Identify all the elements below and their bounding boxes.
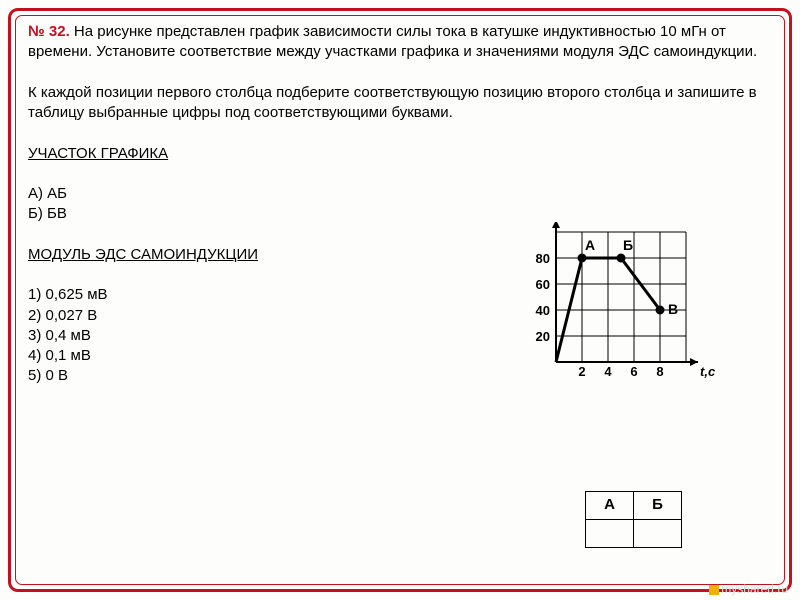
svg-text:6: 6: [630, 364, 637, 379]
svg-text:40: 40: [536, 303, 550, 318]
svg-text:А: А: [585, 237, 595, 253]
svg-text:60: 60: [536, 277, 550, 292]
problem-text: На рисунке представлен график зависимост…: [28, 23, 757, 60]
svg-text:t,c: t,c: [700, 364, 716, 379]
answer-col-a-header: А: [586, 492, 634, 520]
problem-paragraph: № 32. На рисунке представлен график зави…: [28, 22, 772, 63]
option-a: А) АБ: [28, 184, 772, 204]
svg-text:20: 20: [536, 329, 550, 344]
svg-text:4: 4: [604, 364, 612, 379]
line-chart: 246820406080I, мАt,cАБВ: [512, 222, 742, 382]
section-heading-segments: УЧАСТОК ГРАФИКА: [28, 144, 772, 164]
answer-cell-a: [586, 520, 634, 548]
svg-text:2: 2: [578, 364, 585, 379]
slide-content: № 32. На рисунке представлен график зави…: [28, 22, 772, 578]
svg-text:80: 80: [536, 251, 550, 266]
svg-text:8: 8: [656, 364, 663, 379]
svg-text:Б: Б: [623, 237, 633, 253]
answer-cell-b: [634, 520, 682, 548]
watermark: myshared.ru: [709, 582, 788, 596]
instruction-text: К каждой позиции первого столбца подбери…: [28, 83, 772, 124]
watermark-text: myshared.ru: [721, 582, 788, 596]
watermark-icon: [709, 585, 719, 595]
answer-col-b-header: Б: [634, 492, 682, 520]
problem-number: № 32.: [28, 23, 70, 40]
chart-container: 246820406080I, мАt,cАБВ: [512, 222, 742, 382]
answer-table: А Б: [585, 491, 682, 548]
svg-text:В: В: [668, 301, 678, 317]
